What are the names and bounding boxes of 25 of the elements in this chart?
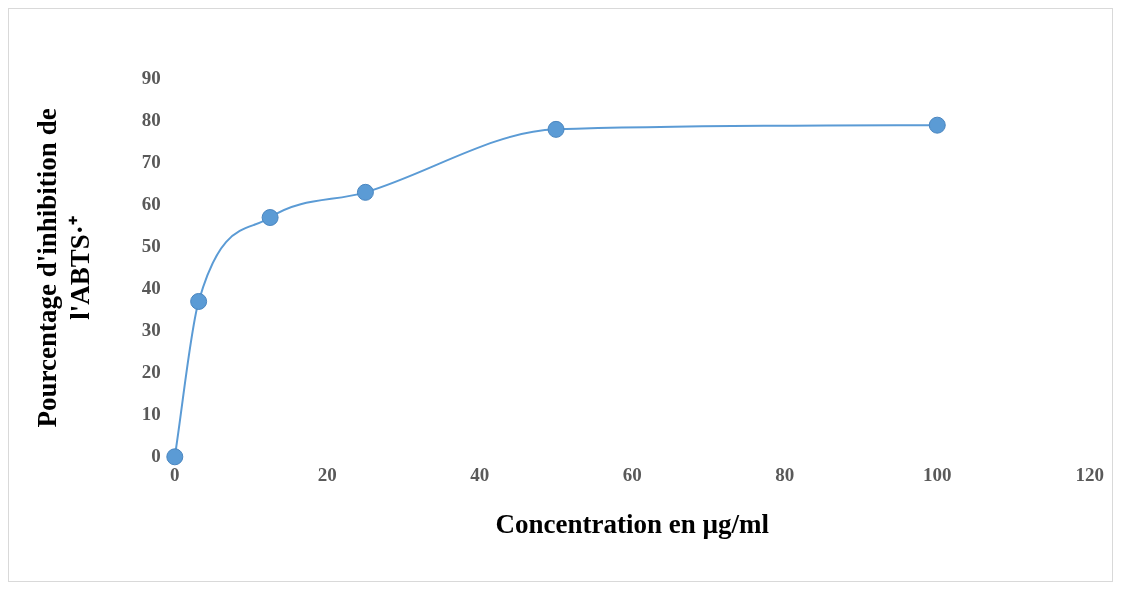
y-tick-label: 20: [141, 360, 161, 382]
point: [356, 183, 374, 201]
point: [261, 209, 279, 227]
y-tick-label: 40: [141, 276, 161, 298]
x-tick-label: 60: [622, 464, 642, 486]
y-tick-label: 0: [151, 444, 161, 466]
x-tick-label: 80: [775, 464, 795, 486]
x-tick-label: 100: [923, 464, 952, 486]
x-tick-label: 20: [317, 464, 337, 486]
y-tick-label: 30: [141, 318, 161, 340]
y-tick-label: 80: [141, 108, 161, 130]
point: [547, 120, 565, 138]
point: [166, 448, 184, 466]
point: [190, 292, 208, 310]
y-tick-label: 70: [141, 150, 161, 172]
x-axis-title: Concentration en µg/ml: [495, 508, 770, 539]
y-tick-label: 90: [141, 66, 161, 88]
x-tick-label: 120: [1075, 464, 1104, 486]
x-tick-label: 40: [470, 464, 490, 486]
y-tick-label: 60: [141, 192, 161, 214]
y-tick-label: 50: [141, 234, 161, 256]
x-tick-label: 0: [170, 464, 180, 486]
point: [928, 116, 946, 134]
y-tick-label: 10: [141, 402, 161, 424]
y-axis-title: Pourcentage d'inhibition de l'ABTS·⁺: [32, 108, 95, 428]
